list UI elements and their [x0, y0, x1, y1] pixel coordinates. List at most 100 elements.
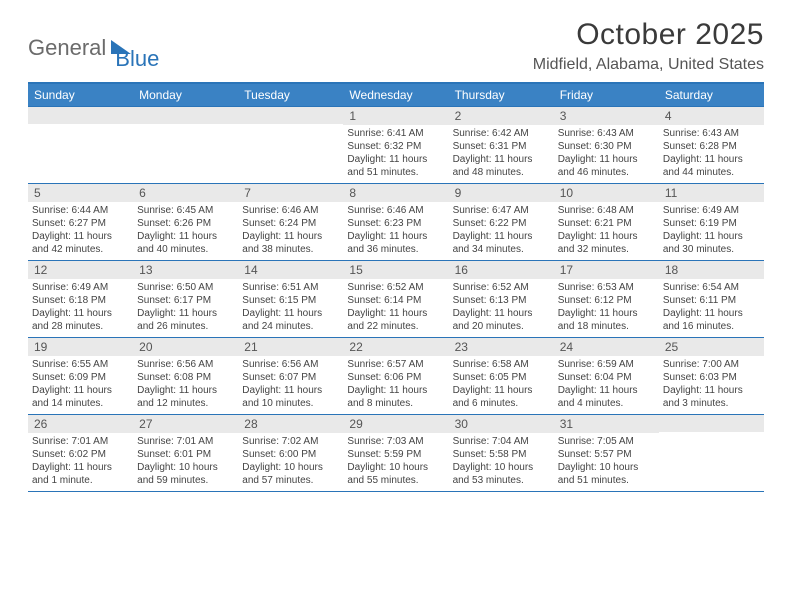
day-info-line: Daylight: 11 hours and 16 minutes.	[663, 307, 760, 333]
day-number: 19	[28, 338, 133, 356]
day-cell: 4Sunrise: 6:43 AMSunset: 6:28 PMDaylight…	[659, 107, 764, 183]
empty-day-num	[238, 107, 343, 124]
day-number: 14	[238, 261, 343, 279]
day-info-line: Sunset: 6:06 PM	[347, 371, 444, 384]
day-body: Sunrise: 6:52 AMSunset: 6:13 PMDaylight:…	[449, 279, 554, 337]
day-info-line: Daylight: 11 hours and 14 minutes.	[32, 384, 129, 410]
day-number: 3	[554, 107, 659, 125]
day-number: 24	[554, 338, 659, 356]
day-number: 12	[28, 261, 133, 279]
day-info-line: Sunrise: 6:56 AM	[242, 358, 339, 371]
day-info-line: Sunset: 5:57 PM	[558, 448, 655, 461]
day-info-line: Sunset: 6:13 PM	[453, 294, 550, 307]
day-body: Sunrise: 6:53 AMSunset: 6:12 PMDaylight:…	[554, 279, 659, 337]
day-cell: 17Sunrise: 6:53 AMSunset: 6:12 PMDayligh…	[554, 261, 659, 337]
day-body: Sunrise: 6:52 AMSunset: 6:14 PMDaylight:…	[343, 279, 448, 337]
day-info-line: Sunrise: 6:41 AM	[347, 127, 444, 140]
day-number: 5	[28, 184, 133, 202]
day-info-line: Daylight: 11 hours and 32 minutes.	[558, 230, 655, 256]
day-info-line: Sunrise: 6:59 AM	[558, 358, 655, 371]
week-row: 26Sunrise: 7:01 AMSunset: 6:02 PMDayligh…	[28, 415, 764, 492]
day-info-line: Sunset: 6:18 PM	[32, 294, 129, 307]
day-info-line: Daylight: 11 hours and 42 minutes.	[32, 230, 129, 256]
day-cell: 19Sunrise: 6:55 AMSunset: 6:09 PMDayligh…	[28, 338, 133, 414]
day-body: Sunrise: 6:43 AMSunset: 6:28 PMDaylight:…	[659, 125, 764, 183]
day-body: Sunrise: 6:46 AMSunset: 6:23 PMDaylight:…	[343, 202, 448, 260]
day-body	[659, 432, 764, 484]
day-info-line: Daylight: 11 hours and 8 minutes.	[347, 384, 444, 410]
day-body: Sunrise: 6:56 AMSunset: 6:07 PMDaylight:…	[238, 356, 343, 414]
day-info-line: Sunset: 6:19 PM	[663, 217, 760, 230]
day-info-line: Sunrise: 6:42 AM	[453, 127, 550, 140]
day-info-line: Sunrise: 7:05 AM	[558, 435, 655, 448]
month-title: October 2025	[533, 18, 764, 52]
day-info-line: Sunrise: 6:46 AM	[242, 204, 339, 217]
day-body: Sunrise: 7:01 AMSunset: 6:01 PMDaylight:…	[133, 433, 238, 491]
day-number: 16	[449, 261, 554, 279]
day-info-line: Sunrise: 7:03 AM	[347, 435, 444, 448]
day-header-sat: Saturday	[659, 84, 764, 106]
day-info-line: Sunset: 6:00 PM	[242, 448, 339, 461]
day-info-line: Sunset: 6:21 PM	[558, 217, 655, 230]
day-cell: 29Sunrise: 7:03 AMSunset: 5:59 PMDayligh…	[343, 415, 448, 491]
day-number: 1	[343, 107, 448, 125]
day-info-line: Sunrise: 6:51 AM	[242, 281, 339, 294]
day-info-line: Daylight: 10 hours and 59 minutes.	[137, 461, 234, 487]
day-cell: 3Sunrise: 6:43 AMSunset: 6:30 PMDaylight…	[554, 107, 659, 183]
empty-day-num	[28, 107, 133, 124]
day-info-line: Sunrise: 6:44 AM	[32, 204, 129, 217]
day-cell: 22Sunrise: 6:57 AMSunset: 6:06 PMDayligh…	[343, 338, 448, 414]
day-body: Sunrise: 6:46 AMSunset: 6:24 PMDaylight:…	[238, 202, 343, 260]
day-cell: 10 Sunrise: 6:48 AMSunset: 6:21 PMDayligh…	[554, 184, 659, 260]
day-info-line: Sunset: 6:30 PM	[558, 140, 655, 153]
day-number: 17	[554, 261, 659, 279]
empty-day-num	[659, 415, 764, 432]
day-info-line: Sunrise: 6:54 AM	[663, 281, 760, 294]
day-number: 6	[133, 184, 238, 202]
day-number: 26	[28, 415, 133, 433]
day-number: 28	[238, 415, 343, 433]
day-number: 8	[343, 184, 448, 202]
day-info-line: Sunset: 6:28 PM	[663, 140, 760, 153]
week-row: 1Sunrise: 6:41 AMSunset: 6:32 PMDaylight…	[28, 107, 764, 184]
day-number: 13	[133, 261, 238, 279]
day-info-line: Sunrise: 6:49 AM	[32, 281, 129, 294]
day-body: Sunrise: 6:56 AMSunset: 6:08 PMDaylight:…	[133, 356, 238, 414]
day-cell: 6Sunrise: 6:45 AMSunset: 6:26 PMDaylight…	[133, 184, 238, 260]
day-info-line: Daylight: 11 hours and 40 minutes.	[137, 230, 234, 256]
day-info-line: Daylight: 11 hours and 28 minutes.	[32, 307, 129, 333]
day-cell: 15Sunrise: 6:52 AMSunset: 6:14 PMDayligh…	[343, 261, 448, 337]
calendar-body: 1Sunrise: 6:41 AMSunset: 6:32 PMDaylight…	[28, 107, 764, 492]
day-cell: 13Sunrise: 6:50 AMSunset: 6:17 PMDayligh…	[133, 261, 238, 337]
day-number: 10	[554, 184, 659, 202]
day-info-line: Sunrise: 6:48 AM	[558, 204, 655, 217]
day-body: Sunrise: 7:03 AMSunset: 5:59 PMDaylight:…	[343, 433, 448, 491]
day-number: 20	[133, 338, 238, 356]
day-cell: 8Sunrise: 6:46 AMSunset: 6:23 PMDaylight…	[343, 184, 448, 260]
day-body: Sunrise: 6:45 AMSunset: 6:26 PMDaylight:…	[133, 202, 238, 260]
day-info-line: Daylight: 11 hours and 44 minutes.	[663, 153, 760, 179]
day-info-line: Sunrise: 6:52 AM	[347, 281, 444, 294]
day-number: 29	[343, 415, 448, 433]
logo: General Blue	[28, 18, 159, 72]
day-info-line: Sunrise: 6:45 AM	[137, 204, 234, 217]
day-body	[28, 124, 133, 176]
day-info-line: Sunset: 6:22 PM	[453, 217, 550, 230]
day-info-line: Sunset: 6:14 PM	[347, 294, 444, 307]
day-number: 9	[449, 184, 554, 202]
day-info-line: Sunset: 6:03 PM	[663, 371, 760, 384]
day-cell: 14Sunrise: 6:51 AMSunset: 6:15 PMDayligh…	[238, 261, 343, 337]
day-number: 21	[238, 338, 343, 356]
day-info-line: Sunrise: 6:43 AM	[663, 127, 760, 140]
day-info-line: Daylight: 11 hours and 12 minutes.	[137, 384, 234, 410]
calendar-header-row: Sunday Monday Tuesday Wednesday Thursday…	[28, 82, 764, 107]
day-body: Sunrise: 6:41 AMSunset: 6:32 PMDaylight:…	[343, 125, 448, 183]
day-body	[133, 124, 238, 176]
day-info-line: Sunrise: 7:00 AM	[663, 358, 760, 371]
day-cell	[133, 107, 238, 183]
day-info-line: Sunset: 6:01 PM	[137, 448, 234, 461]
day-number: 7	[238, 184, 343, 202]
day-body: Sunrise: 7:04 AMSunset: 5:58 PMDaylight:…	[449, 433, 554, 491]
day-info-line: Daylight: 11 hours and 18 minutes.	[558, 307, 655, 333]
day-body: Sunrise: 7:05 AMSunset: 5:57 PMDaylight:…	[554, 433, 659, 491]
